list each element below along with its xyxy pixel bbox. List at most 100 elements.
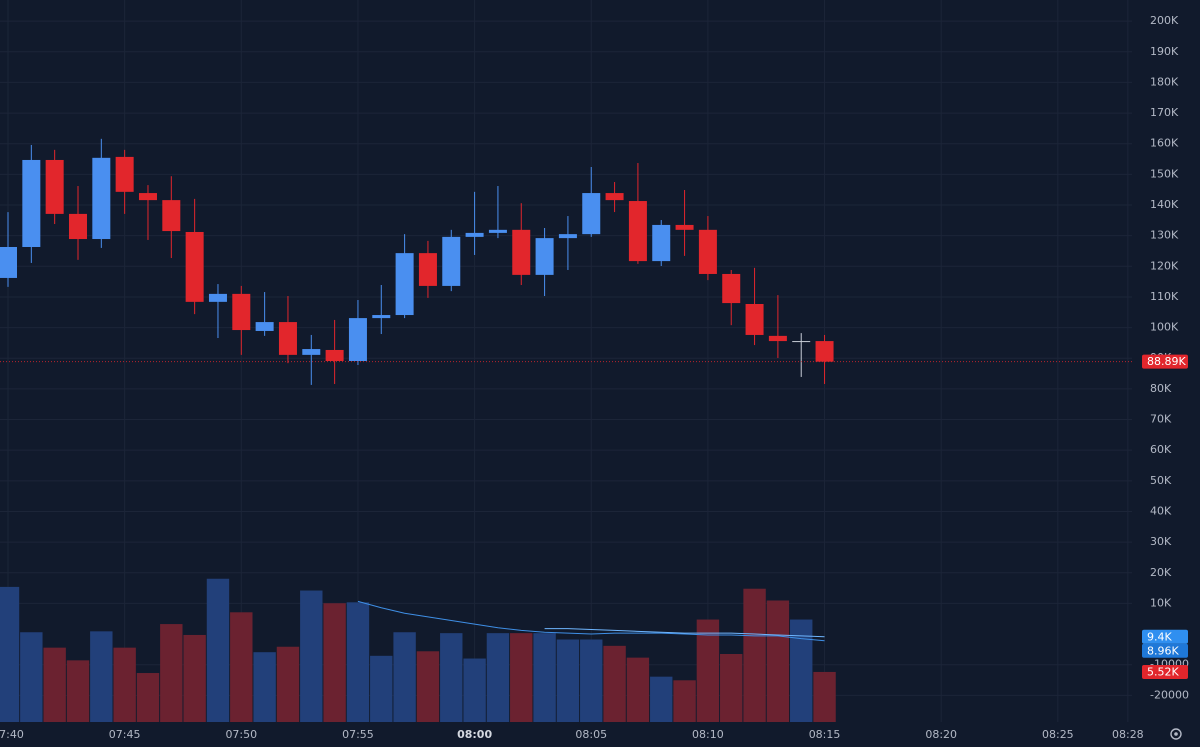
candle-body [92, 157, 111, 240]
y-tick-label: 120K [1150, 259, 1179, 272]
volume-bar [43, 647, 66, 722]
volume-bar [0, 586, 20, 722]
candle-body [605, 193, 624, 201]
candle-body [348, 318, 367, 361]
candle-body [535, 238, 554, 275]
volume-bar [580, 639, 603, 722]
volume-bar [603, 645, 626, 722]
y-tick-label: 50K [1150, 474, 1172, 487]
y-tick-label: 60K [1150, 443, 1172, 456]
volume-bar [556, 639, 580, 722]
volume-bar [66, 660, 90, 722]
x-tick-label: 08:05 [575, 728, 607, 741]
volume-label: 5.52K [1147, 665, 1179, 678]
volume-bar [673, 680, 696, 722]
y-tick-label: 170K [1150, 106, 1179, 119]
candle-body [558, 234, 577, 239]
y-tick-label: 150K [1150, 167, 1179, 180]
plot [0, 0, 1132, 722]
candle-body [418, 253, 437, 286]
volume-bar [486, 633, 510, 722]
y-tick-label: 200K [1150, 14, 1179, 27]
volume-bar [696, 619, 720, 722]
candle-body [628, 201, 647, 262]
candle-body [745, 304, 764, 335]
y-tick-label: -20000 [1150, 688, 1189, 701]
volume-bar [743, 588, 766, 722]
volume-ma-label: 8.96K [1147, 644, 1179, 657]
volume-bar [20, 632, 43, 722]
last-price-label-box [1142, 354, 1188, 369]
candle-body [722, 273, 741, 304]
candle-body [395, 253, 414, 316]
volume-ma-label: 9.4K [1147, 630, 1172, 643]
settings-ring [1170, 728, 1182, 740]
volume-bar [90, 631, 113, 722]
candle-body [675, 224, 694, 230]
volume-bar [253, 652, 276, 722]
candle-body [652, 224, 671, 262]
volume-ma-label-box [1142, 643, 1188, 658]
y-tick-label: 160K [1150, 137, 1179, 150]
volume-ma-line [357, 600, 825, 642]
volume-bar [160, 624, 183, 722]
y-tick-label: 70K [1150, 413, 1172, 426]
candle-body [792, 341, 811, 343]
volume-bar [626, 657, 650, 722]
x-tick-label: 07:50 [225, 728, 257, 741]
candle-body [22, 159, 41, 247]
candle-body [488, 229, 507, 233]
settings-icon[interactable] [1170, 728, 1182, 740]
x-tick-label: 08:00 [457, 728, 492, 741]
y-tick-label: 190K [1150, 45, 1179, 58]
candle-body [278, 322, 297, 355]
candle-body [512, 229, 531, 275]
volume-bar [790, 619, 813, 722]
y-tick-label: 30K [1150, 535, 1172, 548]
volume-ma-line [544, 628, 825, 638]
settings-dot [1174, 732, 1178, 736]
x-tick-label: 08:25 [1042, 728, 1074, 741]
candle-body [138, 193, 157, 201]
candle-body [302, 349, 321, 355]
candle-body [698, 229, 717, 274]
volume-bar [720, 654, 743, 722]
y-tick-label: 10K [1150, 596, 1172, 609]
volume-bar [766, 600, 790, 722]
volume-bar [206, 578, 230, 722]
volume-bar [650, 676, 673, 722]
volume-label-box [1142, 664, 1188, 679]
volume-ma-label-box [1142, 629, 1188, 644]
volume-bar [370, 655, 393, 722]
candle-body [255, 322, 274, 331]
x-tick-label: 08:10 [692, 728, 724, 741]
candle-body [465, 232, 484, 237]
y-tick-label: 140K [1150, 198, 1179, 211]
volume-bar [183, 634, 206, 722]
candle-body [115, 156, 134, 192]
candle-body [325, 349, 344, 361]
volume-bar [300, 590, 323, 722]
y-tick-label: 80K [1150, 382, 1172, 395]
candle-body [162, 200, 181, 232]
y-tick-label: 100K [1150, 321, 1179, 334]
candle-body [68, 213, 87, 240]
volume-bar [136, 673, 160, 722]
y-tick-label: 110K [1150, 290, 1179, 303]
candle-body [208, 293, 227, 302]
candle-body [372, 315, 391, 319]
volume-bar [510, 633, 533, 722]
candle-body [582, 193, 601, 235]
y-tick-label: 40K [1150, 504, 1172, 517]
x-tick-label: 08:28 [1112, 728, 1144, 741]
y-tick-label: 20K [1150, 566, 1172, 579]
x-tick-label: 07:55 [342, 728, 374, 741]
candle-body [768, 335, 787, 342]
volume-bar [113, 647, 136, 722]
x-tick-label: 07:45 [109, 728, 141, 741]
y-tick-label: 130K [1150, 229, 1179, 242]
volume-bar [230, 612, 253, 722]
volume-bar [416, 651, 440, 722]
x-tick-label: 08:20 [925, 728, 957, 741]
